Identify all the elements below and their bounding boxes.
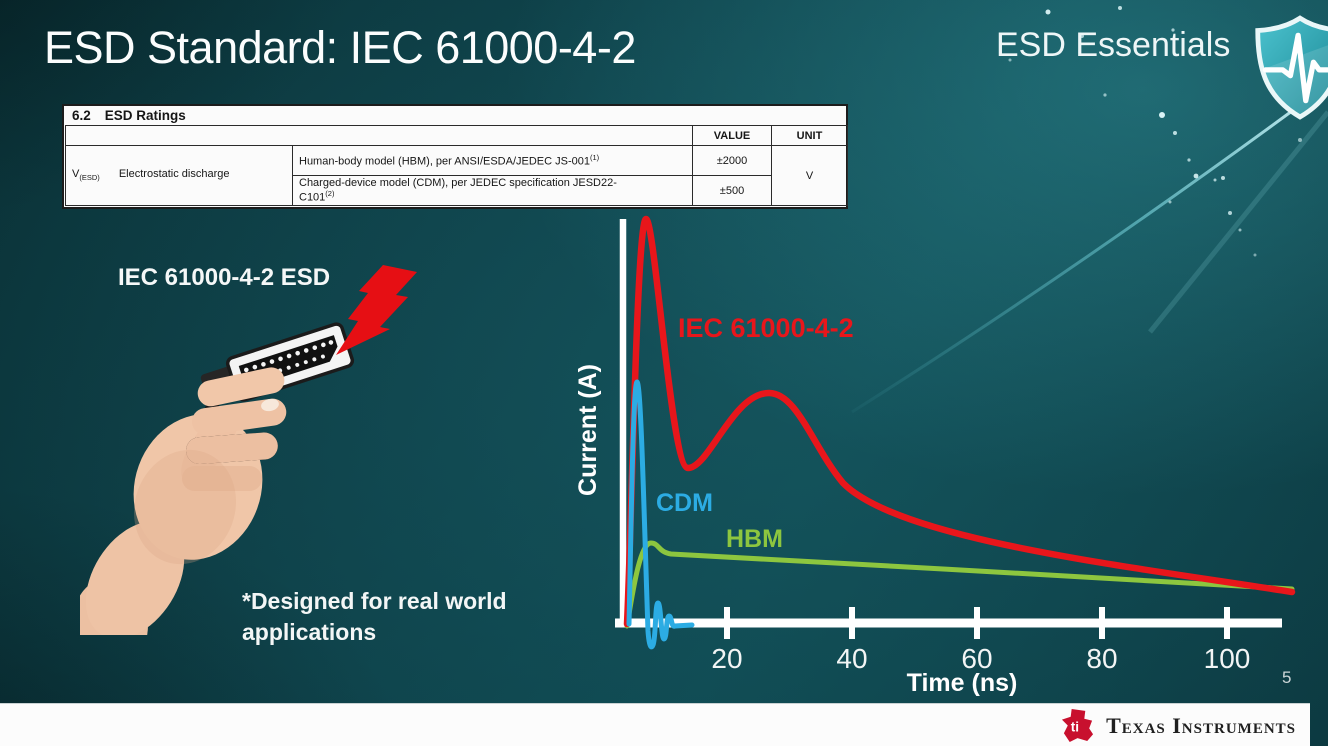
- hbm-series-label: HBM: [726, 525, 783, 553]
- iec-curve: [623, 215, 1296, 628]
- cdm-value-cell: ±500: [692, 175, 772, 206]
- company-name: Texas Instruments: [1106, 712, 1296, 738]
- esd-ratings-table-panel: 6.2 ESD Ratings VALUE UNIT V(ESD) Electro…: [62, 104, 848, 209]
- esd-ratings-table: VALUE UNIT V(ESD) Electrostatic discharg…: [65, 125, 848, 206]
- illustration-label: IEC 61000-4-2 ESD: [118, 264, 331, 291]
- table-header-row: VALUE UNIT: [65, 125, 848, 146]
- unit-cell: V: [771, 145, 848, 206]
- unit-header-cell: UNIT: [771, 125, 848, 146]
- param-subscript: (ESD): [79, 173, 100, 183]
- x-axis-ticks: [724, 607, 1230, 639]
- table-row: V(ESD) Electrostatic discharge Human-bod…: [65, 145, 848, 206]
- footnote-line1: *Designed for real world: [242, 588, 507, 614]
- lightning-bolt-icon: [336, 265, 417, 355]
- section-title: ESD Ratings: [104, 108, 186, 123]
- table-section-heading: 6.2 ESD Ratings: [64, 106, 846, 125]
- shield-icon: [1255, 15, 1328, 120]
- cdm-description-cell: Charged-device model (CDM), per JEDEC sp…: [292, 175, 693, 206]
- page-title: ESD Standard: IEC 61000-4-2: [44, 22, 636, 73]
- hand-illustration: [80, 367, 287, 635]
- footnote: *Designed for real world applications: [242, 586, 507, 648]
- x-axis-label: Time (ns): [907, 669, 1018, 697]
- x-tick-label: 100: [1204, 643, 1251, 674]
- ti-logo-icon: ti: [1062, 708, 1094, 743]
- hbm-description-cell: Human-body model (HBM), per ANSI/ESDA/JE…: [292, 145, 693, 176]
- parameter-cell: V(ESD) Electrostatic discharge: [65, 145, 293, 206]
- hbm-description: Human-body model (HBM), per ANSI/ESDA/JE…: [299, 155, 590, 168]
- param-name: Electrostatic discharge: [118, 168, 230, 181]
- iec-series-label: IEC 61000-4-2: [678, 313, 854, 343]
- esd-strike-illustration: [80, 265, 417, 635]
- x-tick-label: 80: [1086, 643, 1117, 674]
- footnote-line2: applications: [242, 619, 377, 645]
- cdm-description-line2: C101: [299, 191, 326, 204]
- cdm-description-line1: Charged-device model (CDM), per JEDEC sp…: [299, 177, 617, 190]
- value-header-cell: VALUE: [692, 125, 772, 146]
- section-number: 6.2: [72, 108, 91, 123]
- pulse-line-icon: [1262, 32, 1328, 104]
- x-tick-label: 60: [961, 643, 992, 674]
- hbm-curve: [624, 540, 1295, 629]
- cdm-curve: [626, 379, 695, 650]
- x-tick-label: 20: [711, 643, 742, 674]
- x-tick-label: 40: [836, 643, 867, 674]
- y-axis-label: Current (A): [574, 364, 602, 496]
- svg-text:ti: ti: [1071, 719, 1079, 734]
- page-number: 5: [1282, 668, 1292, 687]
- param-symbol: V: [72, 168, 80, 181]
- table-row: Charged-device model (CDM), per JEDEC sp…: [66, 175, 848, 206]
- hbm-value-cell: ±2000: [692, 145, 772, 176]
- series-brand-label: ESD Essentials: [996, 26, 1231, 64]
- cdm-footnote-ref: (2): [325, 189, 335, 199]
- empty-header-cell: [65, 125, 693, 146]
- hbm-footnote-ref: (1): [590, 153, 600, 163]
- footer-bar: ti Texas Instruments: [0, 703, 1310, 746]
- esd-waveform-chart: 20 40 60 80 100 Time (ns) Current (A) IE…: [574, 215, 1296, 697]
- cdm-series-label: CDM: [656, 489, 713, 517]
- ti-logo-lockup: ti Texas Instruments: [1059, 708, 1296, 743]
